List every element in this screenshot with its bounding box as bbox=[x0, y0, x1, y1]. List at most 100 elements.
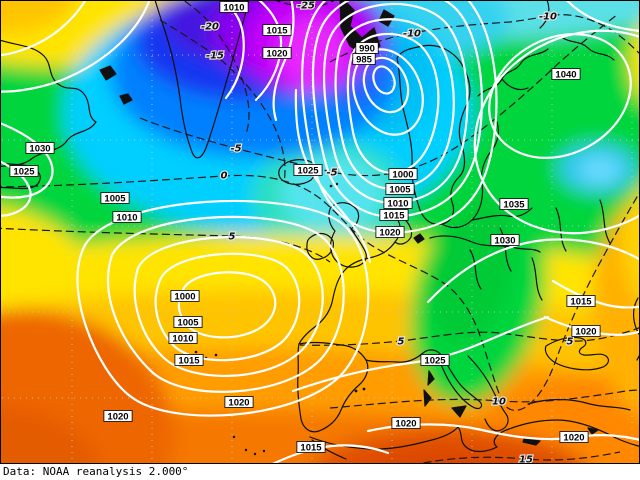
isobar-nw-arc2 bbox=[0, 0, 151, 93]
svg-text:1025: 1025 bbox=[297, 166, 319, 177]
pressure-label: 1015 bbox=[296, 441, 326, 454]
island bbox=[329, 184, 333, 188]
pressure-label: 1025 bbox=[420, 354, 450, 367]
svg-text:1015: 1015 bbox=[178, 356, 200, 367]
isobar-1005 bbox=[334, 18, 455, 190]
isobar-1010 bbox=[322, 2, 469, 204]
isotherm-minus10 bbox=[329, 14, 640, 63]
isotherm-label: 0 bbox=[221, 171, 228, 182]
isobar-1025-west bbox=[294, 88, 372, 264]
svg-text:1020: 1020 bbox=[395, 419, 416, 430]
isotherm-label: -20 bbox=[201, 22, 219, 33]
coast-france-atlantic bbox=[298, 241, 396, 345]
svg-text:1010: 1010 bbox=[223, 3, 244, 14]
island-cyprus bbox=[587, 427, 599, 435]
pressure-label: 1010 bbox=[168, 332, 198, 345]
svg-text:1035: 1035 bbox=[503, 200, 525, 211]
isobar-1020 bbox=[301, 0, 498, 234]
coast-white-sea-2 bbox=[501, 78, 529, 91]
isotherm-minus20 bbox=[182, 0, 250, 135]
river bbox=[499, 227, 512, 272]
island-canary bbox=[244, 448, 248, 452]
river bbox=[469, 249, 482, 290]
isotherm-label: -5 bbox=[326, 168, 337, 179]
svg-text:1015: 1015 bbox=[383, 211, 405, 222]
island bbox=[413, 233, 425, 244]
isotherm-15 bbox=[415, 451, 621, 464]
river bbox=[531, 257, 543, 301]
isobar-contours bbox=[0, 0, 640, 464]
coast-greenland bbox=[154, 0, 250, 159]
svg-text:1015: 1015 bbox=[300, 443, 322, 454]
island bbox=[99, 65, 117, 81]
island-azores bbox=[214, 353, 218, 357]
isotherm-label: 5 bbox=[398, 337, 405, 348]
island bbox=[119, 93, 133, 105]
pressure-label: 1010 bbox=[383, 197, 413, 210]
svg-text:1015: 1015 bbox=[570, 297, 592, 308]
pressure-label: 1025 bbox=[293, 164, 323, 177]
river bbox=[555, 207, 567, 252]
isotherm-label: -10 bbox=[539, 12, 557, 23]
pressure-label: 1005 bbox=[173, 316, 203, 329]
svg-text:1005: 1005 bbox=[177, 318, 199, 329]
isotherm-label: 5 bbox=[229, 232, 236, 243]
pressure-label: 1020 bbox=[262, 47, 292, 60]
coast-black-sea bbox=[544, 336, 610, 371]
island-sardinia bbox=[423, 389, 432, 407]
isobar-top-1020 bbox=[272, 0, 295, 122]
island-sicily bbox=[451, 405, 467, 418]
coast-france-med bbox=[365, 349, 443, 363]
pressure-label: 1015 bbox=[566, 295, 596, 308]
isotherm-label: 5 bbox=[567, 337, 574, 348]
island-azores bbox=[194, 350, 198, 354]
svg-text:1010: 1010 bbox=[116, 213, 137, 224]
isobar-1015 bbox=[311, 0, 483, 218]
isotherm-label: -15 bbox=[206, 51, 224, 62]
pressure-label: 1000 bbox=[388, 168, 418, 181]
pressure-label: 1015 bbox=[174, 354, 204, 367]
svg-text:1020: 1020 bbox=[575, 327, 596, 338]
isotherm-label: -10 bbox=[403, 29, 421, 40]
pressure-label: 985 bbox=[352, 53, 376, 66]
isotherm-label: -5 bbox=[230, 144, 241, 155]
svg-text:1025: 1025 bbox=[424, 356, 446, 367]
isobar-1035 bbox=[473, 29, 640, 235]
data-source-caption: Data: NOAA reanalysis 2.000° bbox=[0, 464, 640, 480]
isobar-atl-1010 bbox=[133, 236, 324, 378]
pressure-label: 1020 bbox=[571, 325, 601, 338]
island-balearic bbox=[354, 389, 358, 393]
svg-text:1040: 1040 bbox=[555, 70, 576, 81]
svg-text:1000: 1000 bbox=[392, 170, 413, 181]
svg-text:1030: 1030 bbox=[494, 236, 515, 247]
coast-novaya bbox=[539, 0, 550, 29]
isobar-atl-1015 bbox=[107, 215, 345, 393]
island-madeira bbox=[232, 435, 236, 439]
isotherm-5-south bbox=[299, 326, 640, 346]
coast-russia-north bbox=[559, 35, 615, 61]
svg-text:1025: 1025 bbox=[13, 167, 35, 178]
pressure-label: 1020 bbox=[559, 431, 589, 444]
isobar-985-core bbox=[372, 65, 396, 95]
svg-text:1000: 1000 bbox=[174, 292, 195, 303]
isotherm-label: -25 bbox=[297, 1, 315, 12]
coast-canada bbox=[0, 39, 97, 168]
coast-ireland bbox=[306, 232, 334, 260]
svg-text:1020: 1020 bbox=[228, 398, 249, 409]
coast-iceland bbox=[278, 159, 317, 185]
isobar-ne-arc bbox=[565, 0, 640, 33]
coast-turkey bbox=[527, 398, 631, 411]
isotherm-labels: -25 -20 -15 -10 -10 -5 -5 0 5 5 5 1015 bbox=[200, 0, 575, 465]
isobar-west-1030 bbox=[0, 121, 54, 199]
svg-text:1020: 1020 bbox=[379, 228, 400, 239]
isobar-1015-east bbox=[551, 279, 640, 309]
island-canary bbox=[253, 452, 257, 456]
island bbox=[335, 182, 339, 186]
coast-white-sea bbox=[477, 48, 549, 97]
pressure-label: 1020 bbox=[391, 417, 421, 430]
pressure-label: 1000 bbox=[170, 290, 200, 303]
isotherm-label: 15 bbox=[519, 455, 533, 465]
isotherm-minus25 bbox=[273, 0, 336, 8]
